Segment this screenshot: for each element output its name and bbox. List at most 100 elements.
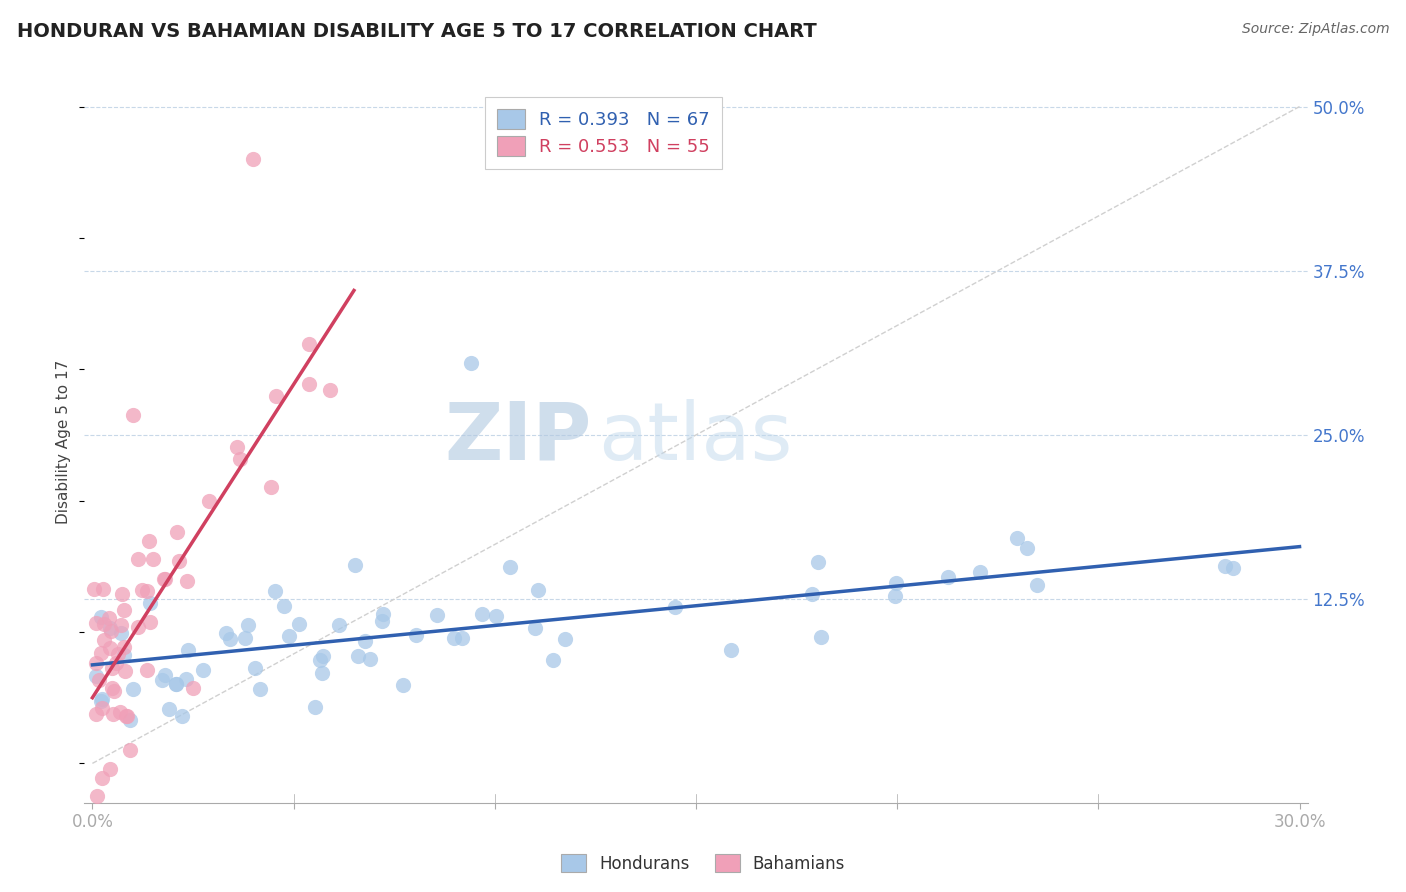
- Point: [122, 682, 145, 697]
- Y-axis label: Disability Age 5 to 17: Disability Age 5 to 17: [56, 359, 72, 524]
- Point: [112, 640, 135, 654]
- Point: [165, 677, 187, 691]
- Point: [118, 743, 141, 757]
- Point: [229, 452, 252, 467]
- Point: [354, 633, 377, 648]
- Point: [499, 559, 522, 574]
- Point: [86, 789, 108, 804]
- Point: [90, 610, 112, 624]
- Text: atlas: atlas: [598, 399, 793, 477]
- Point: [235, 631, 257, 645]
- Point: [311, 665, 333, 680]
- Point: [114, 664, 136, 678]
- Point: [139, 596, 162, 610]
- Text: ZIP: ZIP: [444, 399, 592, 477]
- Point: [153, 572, 176, 586]
- Point: [346, 648, 368, 663]
- Point: [1026, 578, 1049, 592]
- Point: [87, 673, 110, 687]
- Point: [443, 632, 465, 646]
- Point: [110, 587, 132, 601]
- Point: [98, 622, 121, 636]
- Point: [84, 615, 107, 630]
- Point: [883, 589, 905, 603]
- Point: [471, 607, 494, 622]
- Point: [371, 614, 394, 628]
- Point: [319, 383, 342, 397]
- Point: [112, 648, 135, 662]
- Point: [288, 616, 311, 631]
- Point: [136, 664, 159, 678]
- Point: [249, 682, 271, 697]
- Point: [312, 649, 335, 664]
- Point: [128, 620, 150, 634]
- Point: [138, 534, 160, 549]
- Point: [98, 763, 121, 777]
- Point: [225, 440, 247, 454]
- Point: [86, 669, 108, 683]
- Point: [174, 672, 197, 686]
- Point: [110, 617, 132, 632]
- Point: [298, 336, 321, 351]
- Point: [266, 389, 288, 403]
- Point: [117, 709, 139, 723]
- Point: [127, 552, 149, 566]
- Point: [101, 661, 124, 675]
- Point: [90, 771, 112, 785]
- Point: [198, 493, 221, 508]
- Point: [884, 576, 907, 591]
- Point: [236, 617, 259, 632]
- Point: [157, 701, 180, 715]
- Point: [264, 583, 287, 598]
- Point: [101, 706, 124, 721]
- Point: [93, 582, 115, 597]
- Point: [142, 552, 165, 566]
- Point: [451, 631, 474, 645]
- Point: [524, 621, 547, 635]
- Point: [150, 673, 173, 688]
- Point: [969, 565, 991, 579]
- Point: [810, 631, 832, 645]
- Point: [359, 652, 381, 666]
- Point: [193, 663, 215, 677]
- Point: [304, 700, 326, 714]
- Point: [541, 653, 564, 667]
- Point: [153, 572, 176, 586]
- Point: [1015, 541, 1038, 555]
- Point: [101, 681, 124, 695]
- Point: [167, 554, 190, 568]
- Point: [177, 643, 200, 657]
- Point: [91, 692, 114, 706]
- Legend: Hondurans, Bahamians: Hondurans, Bahamians: [554, 847, 852, 880]
- Text: HONDURAN VS BAHAMIAN DISABILITY AGE 5 TO 17 CORRELATION CHART: HONDURAN VS BAHAMIAN DISABILITY AGE 5 TO…: [17, 22, 817, 41]
- Point: [84, 656, 107, 670]
- Point: [91, 701, 114, 715]
- Point: [807, 555, 830, 569]
- Point: [93, 617, 115, 632]
- Point: [371, 607, 394, 621]
- Point: [115, 709, 138, 723]
- Legend: R = 0.393   N = 67, R = 0.553   N = 55: R = 0.393 N = 67, R = 0.553 N = 55: [485, 96, 723, 169]
- Point: [97, 611, 120, 625]
- Point: [181, 681, 204, 695]
- Point: [165, 676, 187, 690]
- Point: [131, 582, 153, 597]
- Point: [273, 599, 295, 614]
- Point: [309, 653, 332, 667]
- Point: [112, 603, 135, 617]
- Point: [83, 582, 105, 596]
- Point: [392, 678, 415, 692]
- Point: [90, 694, 112, 708]
- Point: [1213, 558, 1236, 573]
- Point: [218, 632, 240, 647]
- Text: Source: ZipAtlas.com: Source: ZipAtlas.com: [1241, 22, 1389, 37]
- Point: [936, 570, 959, 584]
- Point: [242, 152, 264, 166]
- Point: [176, 574, 198, 588]
- Point: [139, 615, 162, 630]
- Point: [120, 713, 142, 727]
- Point: [98, 640, 121, 655]
- Point: [720, 642, 742, 657]
- Point: [110, 626, 132, 640]
- Point: [1222, 561, 1244, 575]
